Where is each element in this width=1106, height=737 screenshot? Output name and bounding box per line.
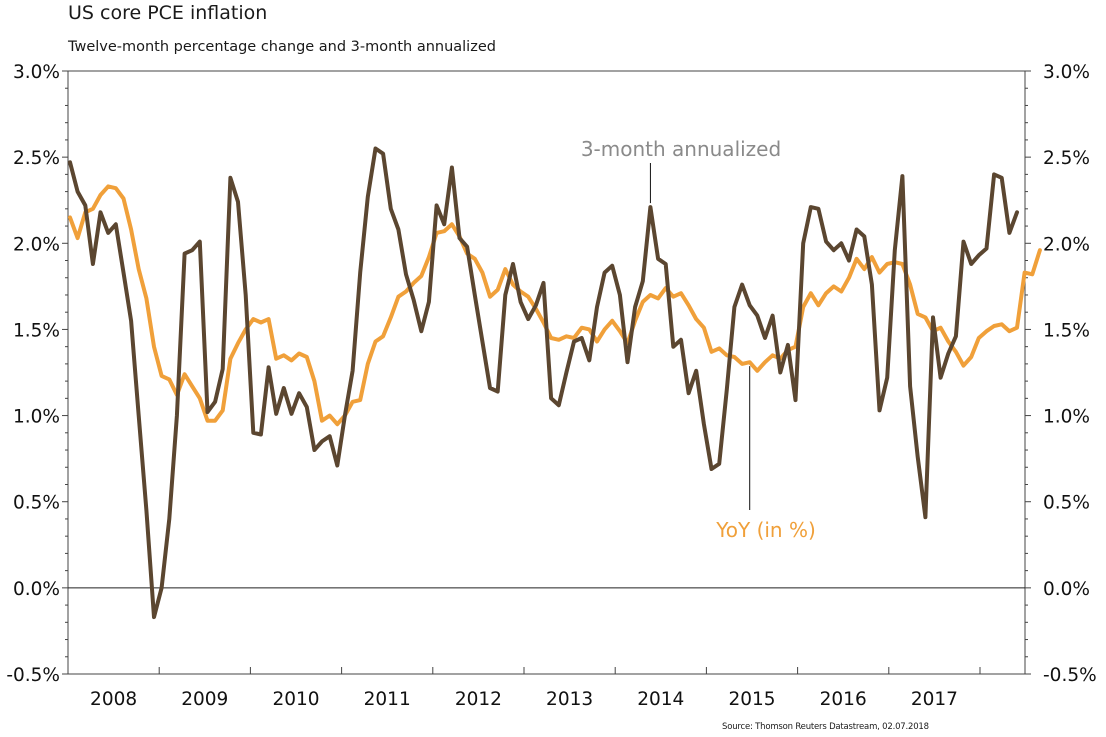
x-tick-label: 2014 — [637, 689, 684, 710]
y-tick-label-left: 2.5% — [13, 148, 60, 169]
y-tick-label-right: 1.0% — [1043, 407, 1090, 428]
x-tick-label: 2011 — [364, 689, 411, 710]
chart-title: US core PCE inflation — [68, 2, 268, 24]
chart-subtitle: Twelve-month percentage change and 3-mon… — [68, 39, 496, 55]
y-tick-label-right: 2.5% — [1043, 148, 1090, 169]
y-tick-label-left: 3.0% — [13, 62, 60, 83]
y-tick-label-right: -0.5% — [1043, 665, 1097, 686]
y-tick-label-right: 1.5% — [1043, 320, 1090, 341]
x-tick-label: 2012 — [455, 689, 502, 710]
annotation-yoy-label: YoY (in %) — [715, 518, 816, 542]
y-tick-label-left: -0.5% — [6, 665, 60, 686]
x-tick-label: 2008 — [90, 689, 137, 710]
annotations: 3-month annualized YoY (in %) — [581, 137, 816, 542]
y-tick-label-left: 0.0% — [13, 579, 60, 600]
x-tick-label: 2015 — [728, 689, 775, 710]
source-note: Source: Thomson Reuters Datastream, 02.0… — [722, 722, 929, 732]
y-axis-right: 3.0% 2.5% 2.0% 1.5% 1.0% 0.5% 0.0% -0.5% — [1025, 62, 1097, 686]
series-line-yoy — [68, 184, 1042, 427]
y-tick-label-right: 3.0% — [1043, 62, 1090, 83]
y-tick-label-left: 1.5% — [13, 320, 60, 341]
annotation-3-month-label: 3-month annualized — [581, 137, 781, 161]
series-line-3-month-annualized — [68, 146, 1019, 620]
y-tick-label-right: 0.0% — [1043, 579, 1090, 600]
y-tick-label-left: 0.5% — [13, 493, 60, 514]
y-tick-label-left: 1.0% — [13, 407, 60, 428]
x-tick-label: 2013 — [546, 689, 593, 710]
y-axis-left: 3.0% 2.5% 2.0% 1.5% 1.0% 0.5% 0.0% -0.5% — [6, 62, 68, 686]
x-tick-label: 2009 — [181, 689, 228, 710]
x-tick-label: 2017 — [911, 689, 958, 710]
x-tick-label: 2016 — [820, 689, 867, 710]
x-axis: 2008 2009 2010 2011 2012 2013 2014 2015 2016 2017 — [90, 667, 981, 710]
plot-area-frame — [67, 70, 1026, 675]
y-tick-label-left: 2.0% — [13, 234, 60, 255]
y-tick-label-right: 0.5% — [1043, 493, 1090, 514]
x-tick-label: 2010 — [272, 689, 319, 710]
series-group — [68, 146, 1042, 620]
y-tick-label-right: 2.0% — [1043, 234, 1090, 255]
